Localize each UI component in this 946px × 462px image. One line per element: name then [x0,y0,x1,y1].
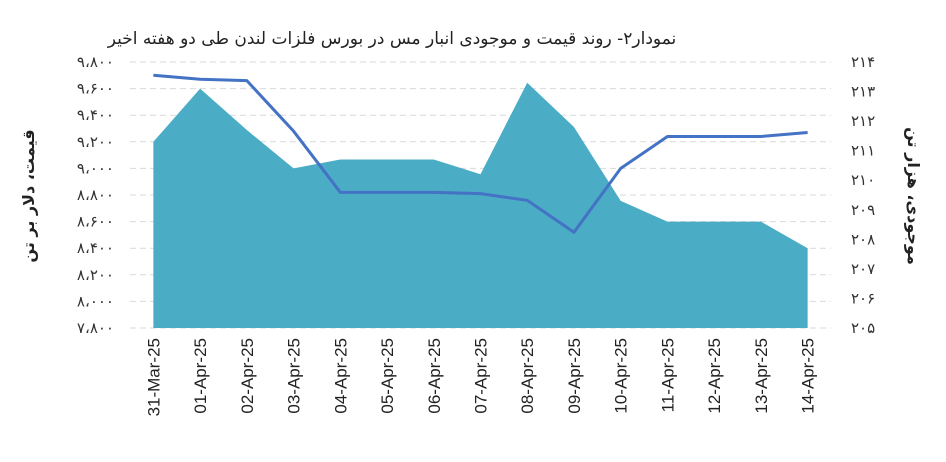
x-tick-label: 12-Apr-25 [705,338,724,414]
x-tick-label: 04-Apr-25 [331,338,350,414]
left-tick-label: ۸،۸۰۰ [77,186,114,204]
left-tick-label: ۸،۰۰۰ [77,292,114,310]
line-series [153,73,808,234]
left-tick-label: ۹،۶۰۰ [77,80,114,98]
x-tick-label: 09-Apr-25 [565,338,584,414]
right-tick-label: ۲۰۸ [851,230,875,248]
right-axis-ticks: ۲۰۵ ۲۰۶ ۲۰۷ ۲۰۸ ۲۰۹ ۲۱۰ ۲۱۱ ۲۱۲ ۲۱۳ ۲۱۴ [851,53,875,337]
x-tick-label: 03-Apr-25 [285,338,304,414]
x-axis-ticks: 31-Mar-25 01-Apr-25 02-Apr-25 03-Apr-25 04-A… [144,338,817,416]
x-tick-label: 31-Mar-25 [144,338,163,416]
right-tick-label: ۲۱۰ [851,171,875,189]
left-tick-label: ۹،۸۰۰ [77,53,114,71]
left-tick-label: ۸،۶۰۰ [77,213,114,231]
x-tick-label: 14-Apr-25 [799,338,818,414]
x-tick-label: 01-Apr-25 [191,338,210,414]
left-tick-label: ۷،۸۰۰ [77,319,114,337]
right-tick-label: ۲۰۷ [851,260,875,278]
left-axis-title: قیمت، دلار بر تن [19,129,38,262]
right-tick-label: ۲۱۱ [851,142,875,160]
left-tick-label: ۸،۲۰۰ [77,266,114,284]
right-tick-label: ۲۰۹ [851,201,875,219]
x-tick-label: 10-Apr-25 [612,338,631,414]
right-tick-label: ۲۱۳ [851,83,875,101]
price-line [153,73,808,234]
x-tick-label: 11-Apr-25 [658,338,677,412]
x-tick-label: 13-Apr-25 [752,338,771,414]
right-tick-label: ۲۰۵ [851,319,875,337]
right-axis-title: موجودی، هزار تن [904,127,923,265]
left-tick-label: ۹،۰۰۰ [77,159,114,177]
chart-title: نمودار۲- روند قیمت و موجودی انبار مس در … [107,29,677,49]
x-tick-label: 02-Apr-25 [238,338,257,414]
left-tick-label: ۹،۲۰۰ [77,133,114,151]
x-tick-label: 08-Apr-25 [518,338,537,414]
left-tick-label: ۹،۴۰۰ [77,106,114,124]
right-tick-label: ۲۱۴ [851,53,875,71]
x-tick-label: 07-Apr-25 [472,338,491,414]
left-axis-ticks: ۷،۸۰۰ ۸،۰۰۰ ۸،۲۰۰ ۸،۴۰۰ ۸،۶۰۰ ۸،۸۰۰ ۹،۰۰۰ ۹،۲۰۰… [77,53,114,337]
x-tick-label: 06-Apr-25 [425,338,444,414]
left-tick-label: ۸،۴۰۰ [77,239,114,257]
area-series [153,82,808,328]
right-tick-label: ۲۱۲ [851,112,875,130]
right-tick-label: ۲۰۶ [851,289,875,307]
inventory-area [153,82,808,328]
x-tick-label: 05-Apr-25 [378,338,397,414]
